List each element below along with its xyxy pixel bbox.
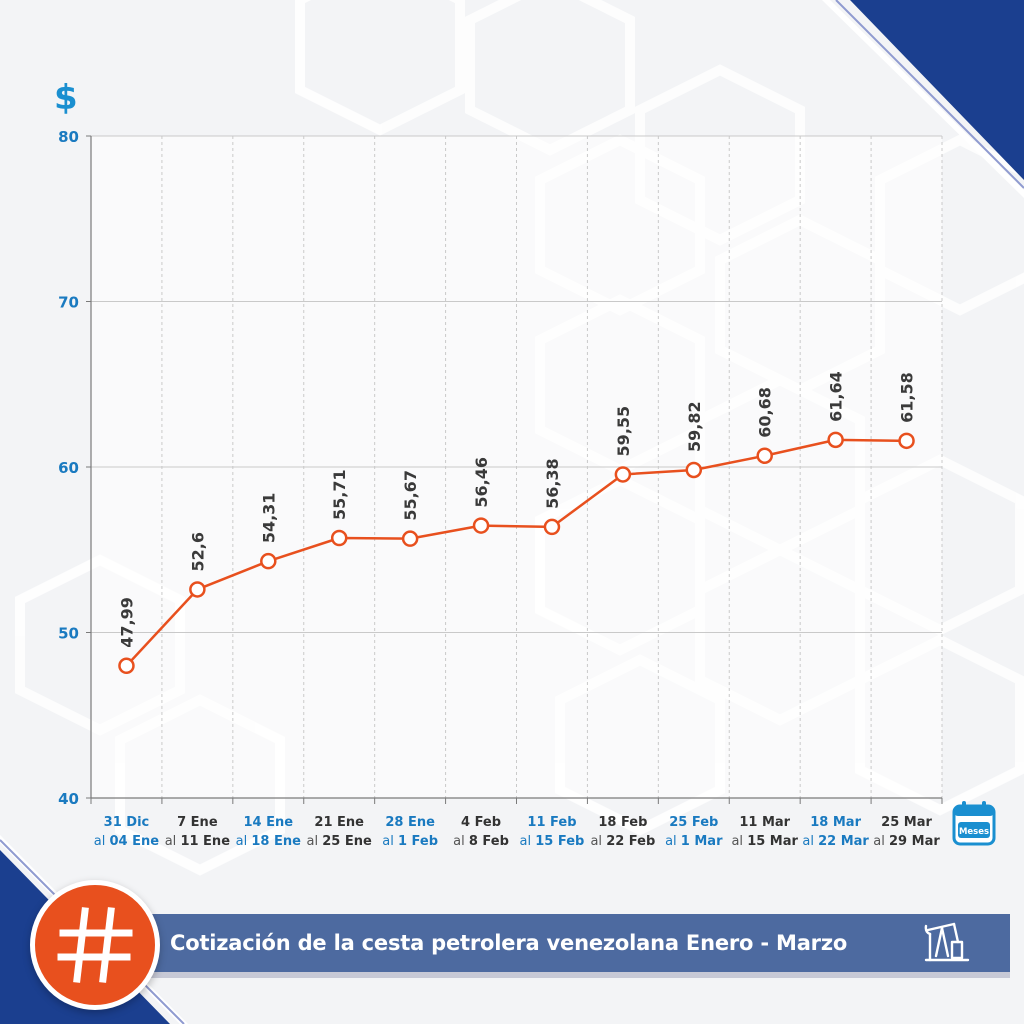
x-tick-label: 21 Ene	[314, 815, 364, 830]
x-tick-label: 11 Mar	[739, 815, 790, 830]
x-tick-label: 18 Feb	[598, 815, 647, 830]
data-label: 54,31	[259, 493, 278, 544]
chart-grid	[91, 135, 943, 798]
x-tick-label: al 18 Ene	[236, 834, 301, 849]
data-label: 56,38	[543, 458, 562, 509]
data-label: 52,6	[188, 532, 207, 571]
x-tick-label: 7 Ene	[177, 815, 218, 830]
data-point	[401, 530, 419, 547]
data-point	[898, 432, 915, 450]
data-point	[260, 552, 277, 570]
oil-pump-icon	[924, 922, 970, 962]
data-point	[330, 529, 348, 547]
data-label: 61,64	[827, 371, 846, 422]
calendar-icon: Meses	[952, 801, 996, 846]
x-tick-label: 28 Ene	[385, 815, 435, 830]
data-label: 59,82	[685, 401, 704, 452]
x-tick-label: al 22 Mar	[802, 834, 869, 849]
data-label: 55,71	[330, 469, 349, 520]
calendar-label: Meses	[959, 827, 989, 837]
data-point	[827, 431, 844, 449]
currency-symbol: $	[54, 78, 78, 118]
y-tick-label: 40	[58, 790, 79, 808]
data-point	[543, 518, 561, 536]
x-tick-label: al 04 Ene	[94, 834, 159, 849]
chart-axes	[86, 135, 943, 804]
x-tick-label: al 29 Mar	[873, 834, 940, 849]
data-points	[118, 431, 915, 675]
x-tick-label: 4 Feb	[461, 815, 501, 830]
x-axis-labels: 31 Dic al 04 Ene 7 Ene al 11 Ene 14 Ene al 18…	[94, 815, 941, 849]
data-label: 47,99	[117, 597, 136, 648]
data-point	[472, 517, 490, 534]
x-tick-label: al 15 Feb	[520, 834, 585, 849]
x-tick-label: 31 Dic	[104, 815, 150, 830]
x-tick-label: al 15 Mar	[731, 834, 798, 849]
data-label: 61,58	[898, 372, 917, 423]
x-tick-label: al 11 Ene	[165, 834, 230, 849]
x-tick-label: 25 Mar	[881, 815, 932, 830]
x-tick-label: al 25 Ene	[307, 834, 372, 849]
x-tick-label: al 8 Feb	[453, 834, 509, 849]
title-banner: Cotización de la cesta petrolera venezol…	[150, 914, 1010, 972]
chart-title: Cotización de la cesta petrolera venezol…	[170, 931, 848, 955]
y-tick-label: 80	[58, 128, 79, 146]
hashtag-badge	[30, 880, 160, 1010]
x-tick-label: 25 Feb	[669, 815, 718, 830]
y-axis-labels: 40 50 60 70 80	[58, 128, 79, 808]
series-line	[125, 438, 907, 667]
data-label: 60,68	[756, 387, 775, 438]
data-labels: 47,99 52,6 54,31 55,71 55,67 56,46 56,38 59,55 5…	[117, 371, 916, 648]
data-point	[614, 466, 632, 483]
data-point	[756, 447, 773, 464]
x-tick-label: 14 Ene	[244, 815, 294, 830]
hashtag-icon	[57, 907, 133, 983]
x-tick-label: al 1 Mar	[665, 834, 723, 849]
data-label: 55,67	[401, 470, 420, 521]
data-point	[685, 461, 703, 479]
x-tick-label: al 1 Feb	[382, 834, 438, 849]
data-label: 59,55	[614, 406, 633, 457]
data-point	[118, 657, 135, 675]
data-label: 56,46	[472, 457, 491, 508]
data-point	[189, 581, 206, 598]
x-tick-label: 11 Feb	[527, 815, 576, 830]
y-tick-label: 60	[58, 459, 79, 477]
x-tick-label: 18 Mar	[810, 815, 861, 830]
y-tick-label: 50	[58, 625, 79, 643]
x-tick-label: al 22 Feb	[590, 834, 655, 849]
y-tick-label: 70	[58, 294, 79, 312]
